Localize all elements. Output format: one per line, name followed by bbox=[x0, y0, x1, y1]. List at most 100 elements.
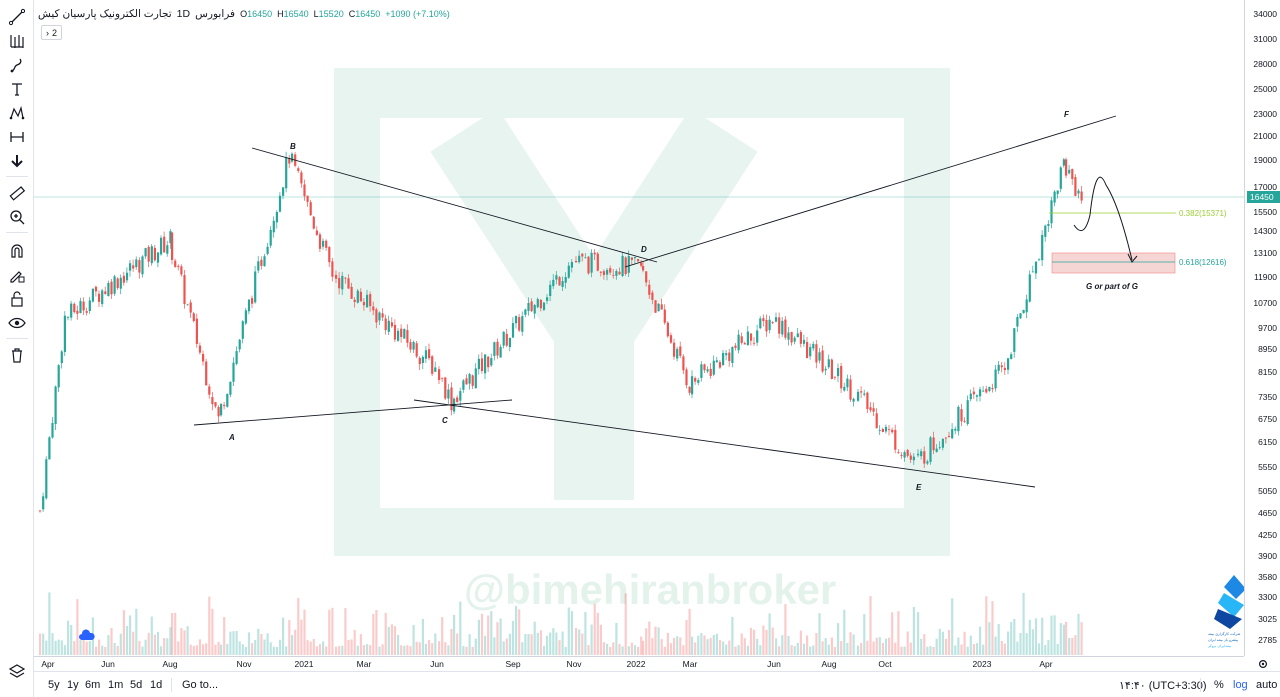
volume-bar bbox=[951, 598, 954, 655]
symbol-name[interactable]: تجارت الکترونیک پارسیان کیش bbox=[38, 8, 172, 20]
candle-body bbox=[906, 449, 909, 456]
range-1d[interactable]: 1d bbox=[150, 679, 163, 691]
volume-bar bbox=[54, 640, 57, 655]
chart-pane[interactable]: @bimehiranbroker A B bbox=[34, 0, 1246, 656]
candle-body bbox=[254, 271, 257, 303]
time-axis[interactable]: Apr Jun Aug Nov 2021 Mar Jun Sep Nov 2022 Mar Jun Au… bbox=[34, 656, 1244, 671]
lock-icon[interactable] bbox=[5, 288, 29, 310]
volume-bar bbox=[637, 646, 640, 655]
interval[interactable]: 1D bbox=[176, 8, 191, 20]
trend-line-b-d[interactable] bbox=[251, 147, 658, 263]
auto-toggle[interactable]: auto bbox=[1256, 679, 1278, 691]
volume-bar bbox=[135, 608, 138, 655]
candle-body bbox=[806, 341, 809, 359]
range-6m[interactable]: 6m bbox=[85, 679, 101, 691]
trend-line-icon[interactable] bbox=[5, 6, 29, 28]
lock-drawings-icon[interactable] bbox=[5, 264, 29, 286]
volume-bar bbox=[381, 644, 384, 655]
symbol-legend[interactable]: تجارت الکترونیک پارسیان کیش 1D فرابورس O… bbox=[38, 6, 450, 22]
trend-lines[interactable] bbox=[193, 115, 1117, 488]
candle-body bbox=[390, 322, 393, 327]
fib-618-zone[interactable] bbox=[1051, 252, 1176, 274]
candle-body bbox=[969, 393, 972, 400]
projection-path[interactable] bbox=[1073, 176, 1133, 261]
trend-line-a-c[interactable] bbox=[193, 399, 513, 426]
candle-body bbox=[129, 263, 132, 271]
pitchfork-icon[interactable] bbox=[5, 30, 29, 52]
candle-body bbox=[818, 352, 821, 361]
volume-bar bbox=[294, 629, 297, 655]
trend-line-c-e[interactable] bbox=[413, 399, 1036, 488]
volume-bar bbox=[648, 621, 651, 655]
candle-body bbox=[205, 361, 208, 386]
candle-body bbox=[609, 268, 612, 273]
range-1m[interactable]: 1m bbox=[108, 679, 124, 691]
price-axis[interactable]: 34000 31000 28000 25000 23000 21000 19000 17000… bbox=[1244, 0, 1280, 656]
point-label-c: C bbox=[442, 416, 448, 425]
text-icon[interactable] bbox=[5, 78, 29, 100]
ruler-icon[interactable] bbox=[5, 182, 29, 204]
goto-button[interactable]: Go to... bbox=[182, 679, 219, 691]
indicators-collapse-button[interactable]: › 2 bbox=[41, 25, 63, 40]
volume-bar bbox=[266, 633, 269, 655]
trash-icon[interactable] bbox=[5, 344, 29, 366]
candle-body bbox=[1034, 261, 1038, 274]
candle-body bbox=[731, 347, 734, 364]
trend-line-d-f[interactable] bbox=[624, 115, 1117, 268]
eye-icon[interactable] bbox=[5, 312, 29, 334]
volume-bar bbox=[884, 638, 888, 655]
layers-icon[interactable] bbox=[5, 660, 29, 682]
volume-bar bbox=[400, 645, 403, 655]
brush-icon[interactable] bbox=[5, 54, 29, 76]
measure-icon[interactable] bbox=[5, 126, 29, 148]
candle-body bbox=[618, 271, 621, 275]
percent-toggle[interactable]: % bbox=[1214, 679, 1224, 691]
range-1y[interactable]: 1y bbox=[67, 679, 79, 691]
volume-bar bbox=[390, 624, 393, 655]
candle-body bbox=[518, 317, 521, 331]
log-toggle[interactable]: log bbox=[1233, 679, 1248, 691]
volume-bar bbox=[378, 646, 381, 655]
volume-bar bbox=[153, 634, 156, 655]
volume-bar bbox=[335, 646, 338, 655]
pattern-icon[interactable] bbox=[5, 102, 29, 124]
volume-bar bbox=[979, 626, 982, 655]
candle-body bbox=[318, 234, 322, 249]
volume-bar bbox=[1050, 615, 1053, 655]
candle-body bbox=[341, 275, 344, 290]
volume-bar bbox=[465, 646, 468, 655]
candle-body bbox=[347, 278, 350, 289]
volume-bar bbox=[857, 645, 860, 655]
candle-body bbox=[505, 333, 508, 346]
candle-body bbox=[156, 252, 160, 263]
volume-bar bbox=[353, 629, 356, 655]
volume-bar bbox=[235, 631, 238, 655]
candle-body bbox=[438, 369, 441, 381]
volume-bar bbox=[602, 642, 606, 655]
volume-bar bbox=[369, 645, 372, 655]
volume-bar bbox=[1007, 631, 1010, 655]
range-5y[interactable]: 5y bbox=[48, 679, 60, 691]
candle-body bbox=[42, 496, 45, 510]
arrow-down-icon[interactable] bbox=[5, 150, 29, 172]
volume-bar bbox=[441, 617, 444, 655]
price-chart[interactable]: @bimehiranbroker A B bbox=[34, 0, 1244, 656]
volume-bar bbox=[107, 635, 110, 655]
volume-bar bbox=[447, 645, 450, 655]
cloud-icon[interactable] bbox=[78, 626, 96, 640]
candle-body bbox=[400, 328, 403, 338]
candle-body bbox=[1007, 358, 1010, 370]
candle-body bbox=[1041, 235, 1044, 261]
candle-body bbox=[888, 429, 891, 430]
candle-body bbox=[728, 352, 731, 362]
magnet-icon[interactable] bbox=[5, 240, 29, 262]
candle-body bbox=[309, 202, 312, 216]
zoom-in-icon[interactable] bbox=[5, 206, 29, 228]
range-5d[interactable]: 5d bbox=[130, 679, 143, 691]
volume-bar bbox=[960, 644, 963, 655]
volume-bar bbox=[587, 645, 590, 655]
settings-icon[interactable] bbox=[1254, 658, 1272, 670]
clock[interactable]: ۱۴:۴۰ (UTC+3:30) bbox=[1119, 680, 1207, 692]
candle-body bbox=[781, 320, 784, 335]
volume-bar bbox=[1077, 613, 1080, 655]
